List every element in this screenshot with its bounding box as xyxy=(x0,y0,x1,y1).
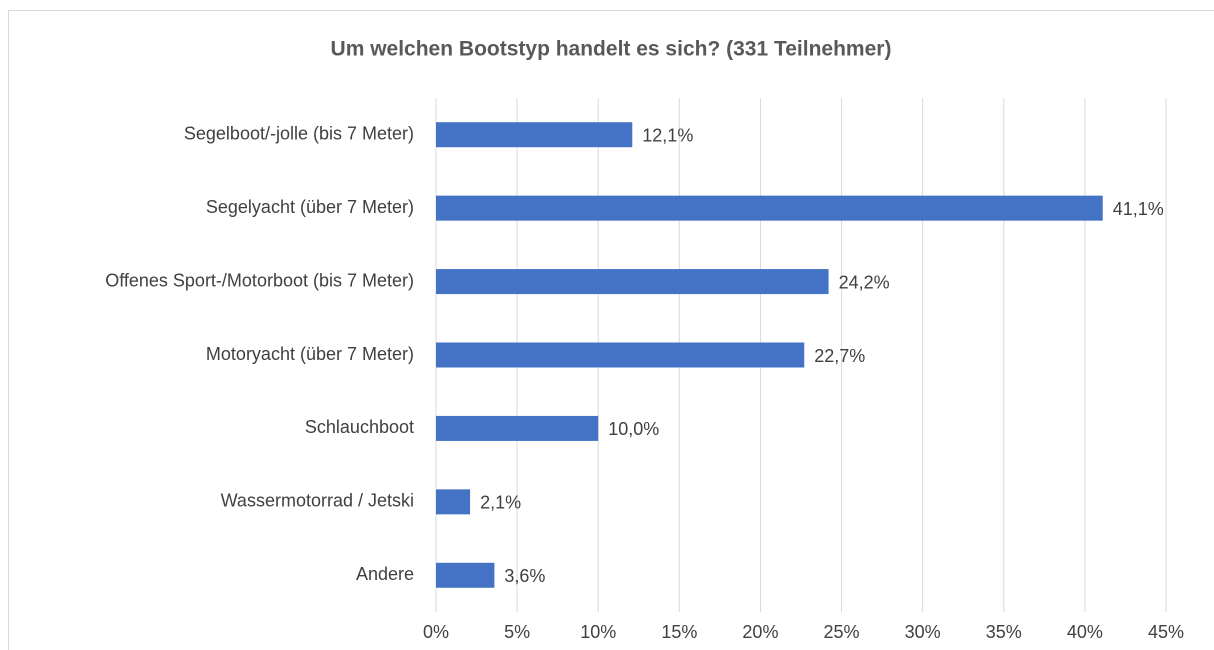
x-tick-label: 35% xyxy=(986,622,1022,642)
x-tick-label: 15% xyxy=(661,622,697,642)
y-tick-label: Motoryacht (über 7 Meter) xyxy=(206,344,414,364)
x-tick-label: 0% xyxy=(423,622,449,642)
y-tick-label: Wassermotorrad / Jetski xyxy=(221,491,414,511)
x-tick-label: 10% xyxy=(580,622,616,642)
data-label: 22,7% xyxy=(814,346,865,366)
y-tick-label: Segelboot/-jolle (bis 7 Meter) xyxy=(184,123,414,143)
data-label: 3,6% xyxy=(504,566,545,586)
bar xyxy=(436,415,599,441)
x-tick-label: 20% xyxy=(742,622,778,642)
data-label: 41,1% xyxy=(1113,199,1164,219)
chart-border xyxy=(8,10,1214,650)
bar xyxy=(436,489,471,515)
y-tick-label: Segelyacht (über 7 Meter) xyxy=(206,197,414,217)
y-tick-label: Andere xyxy=(356,564,414,584)
bar xyxy=(436,122,633,148)
bar xyxy=(436,269,829,295)
data-label: 12,1% xyxy=(642,125,693,145)
x-tick-label: 25% xyxy=(824,622,860,642)
chart-title: Um welchen Bootstyp handelt es sich? (33… xyxy=(331,38,892,61)
y-tick-label: Offenes Sport-/Motorboot (bis 7 Meter) xyxy=(105,270,414,290)
data-label: 24,2% xyxy=(839,272,890,292)
data-label: 10,0% xyxy=(608,419,659,439)
x-tick-label: 30% xyxy=(905,622,941,642)
x-tick-label: 45% xyxy=(1148,622,1184,642)
y-tick-label: Schlauchboot xyxy=(305,417,414,437)
x-tick-label: 40% xyxy=(1067,622,1103,642)
data-label: 2,1% xyxy=(480,493,521,513)
bar xyxy=(436,562,495,588)
bar xyxy=(436,342,805,368)
bar xyxy=(436,195,1103,221)
x-tick-label: 5% xyxy=(504,622,530,642)
